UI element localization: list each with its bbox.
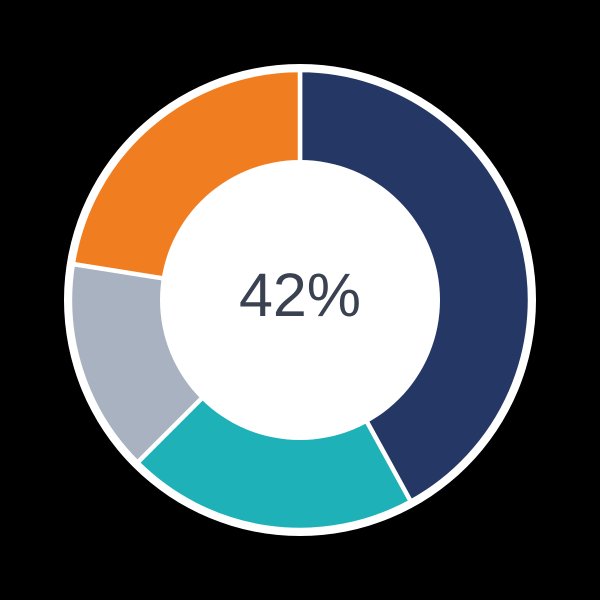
center-percentage-label: 42% xyxy=(239,261,361,329)
donut-hole xyxy=(160,160,440,440)
